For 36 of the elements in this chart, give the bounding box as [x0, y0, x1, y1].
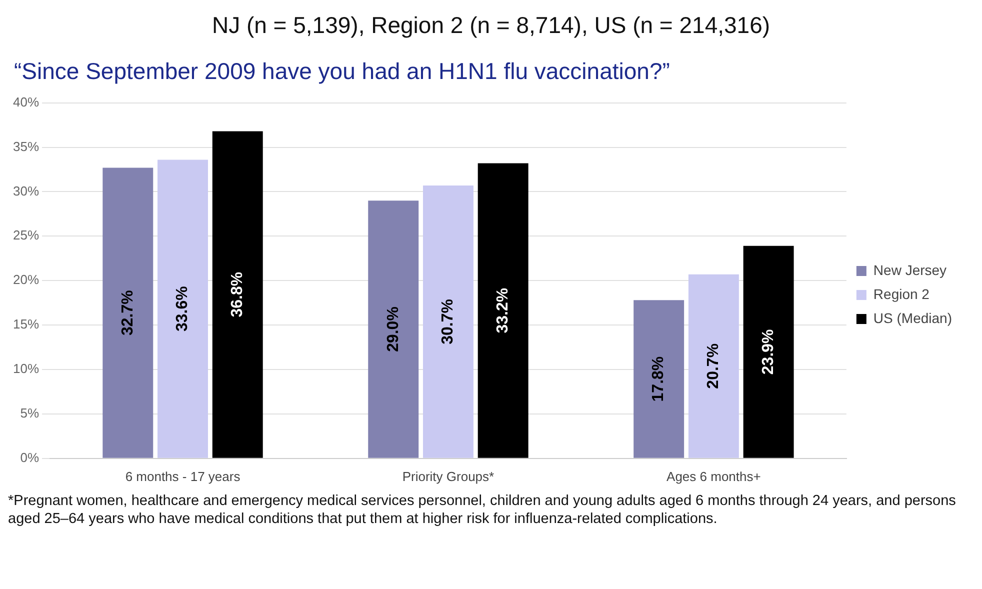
- data-label: 20.7%: [705, 343, 722, 389]
- data-label: 30.7%: [440, 299, 457, 344]
- data-label: 23.9%: [760, 329, 777, 375]
- y-tick-label: 15%: [12, 316, 40, 332]
- text: *Pregnant women, healthcare and emergency medical services personnel, children and young adults aged 6 months through 24 years, and persons aged 25–64 years who have medical conditions that put them at higher risk for influenza-related complications.: [7, 492, 957, 528]
- x-tick-label: Ages 6 months+: [666, 468, 761, 484]
- y-tick-label: 10%: [12, 361, 40, 376]
- data-label: 29.0%: [384, 306, 402, 352]
- data-label: 36.8%: [229, 272, 246, 318]
- bar: [478, 163, 528, 458]
- bar: [743, 246, 794, 458]
- bar: [158, 160, 208, 458]
- bar: [422, 185, 474, 458]
- y-tick-label: 5%: [20, 406, 40, 421]
- y-tick-label: 30%: [12, 183, 40, 198]
- y-tick-label: 35%: [12, 138, 40, 154]
- y-tick-label: 0%: [20, 450, 40, 465]
- bar: [634, 300, 684, 458]
- bar: [368, 200, 419, 458]
- x-tick-label: 6 months - 17 years: [125, 468, 241, 484]
- data-label: 17.8%: [650, 356, 668, 402]
- legend-label: US (Median): [873, 310, 952, 326]
- x-tick-label: Priority Groups*: [402, 468, 494, 484]
- y-tick-label: 25%: [12, 228, 40, 243]
- data-label: 32.7%: [119, 290, 136, 336]
- legend-label: Region 2: [873, 286, 930, 302]
- data-label: 33.2%: [494, 288, 512, 334]
- chart-subtitle: “Since September 2009 have you had an H1N1 flu vaccination?”: [13, 58, 671, 86]
- bar: [688, 274, 739, 458]
- data-label: 33.6%: [174, 286, 192, 332]
- chart-title: NJ (n = 5,139), Region 2 (n = 8,714), US (n = 214,316): [210, 11, 772, 40]
- y-tick-label: 40%: [12, 94, 40, 110]
- y-tick-label: 20%: [12, 272, 40, 288]
- bar: [212, 131, 263, 458]
- legend-label: New Jersey: [873, 262, 947, 278]
- bar: [102, 168, 154, 458]
